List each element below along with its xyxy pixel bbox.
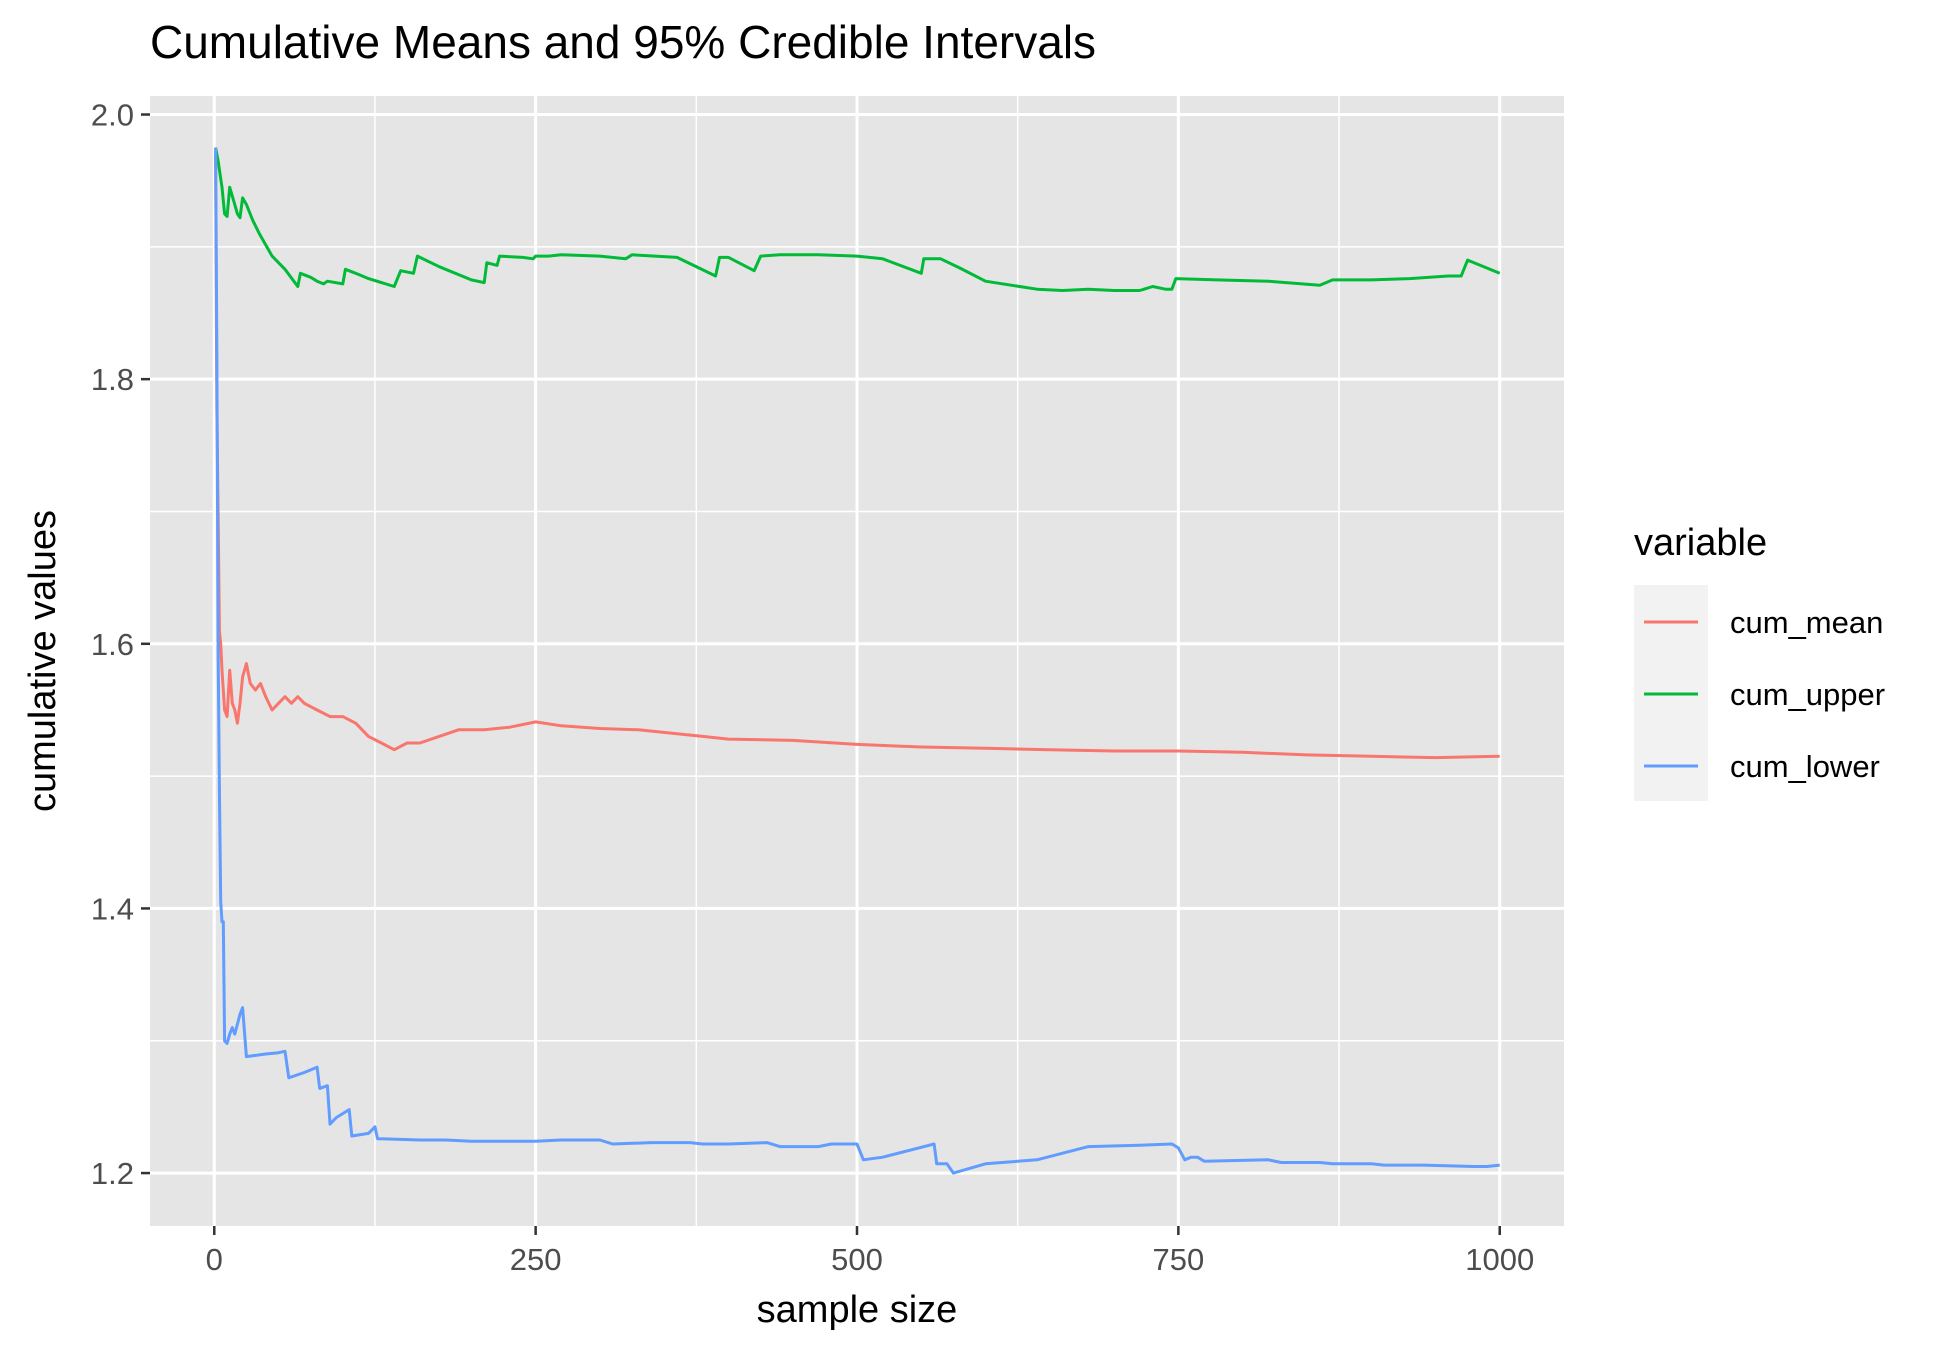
y-tick-label: 1.8 <box>91 362 134 397</box>
y-tick-label: 2.0 <box>91 98 134 133</box>
legend-label-cum-lower: cum_lower <box>1730 749 1880 784</box>
x-axis-title: sample size <box>757 1289 958 1331</box>
legend: variable cum_mean cum_upper cum_lower <box>1634 522 1885 801</box>
y-tick-label: 1.2 <box>91 1156 134 1191</box>
y-tick-label: 1.4 <box>91 891 134 926</box>
series-layer <box>214 147 1501 1175</box>
x-tick-label: 250 <box>510 1242 562 1277</box>
x-tick-label: 1000 <box>1465 1242 1534 1277</box>
gridlines <box>150 96 1564 1226</box>
series-line-cum-mean <box>214 154 1500 760</box>
series-line-cum-upper <box>214 147 1501 292</box>
y-tick-label: 1.6 <box>91 627 134 662</box>
chart-title: Cumulative Means and 95% Credible Interv… <box>150 16 1096 68</box>
x-tick-label: 0 <box>206 1242 223 1277</box>
legend-label-cum-upper: cum_upper <box>1730 677 1885 712</box>
x-tick-label: 750 <box>1152 1242 1204 1277</box>
series-line-cum-lower <box>214 147 1500 1175</box>
y-axis-title: cumulative values <box>22 510 64 812</box>
axes: 0 250 500 750 1000 1.2 1.4 1.6 1.8 2.0 <box>91 98 1534 1277</box>
legend-label-cum-mean: cum_mean <box>1730 605 1883 640</box>
x-tick-label: 500 <box>831 1242 883 1277</box>
legend-title: variable <box>1634 522 1767 564</box>
